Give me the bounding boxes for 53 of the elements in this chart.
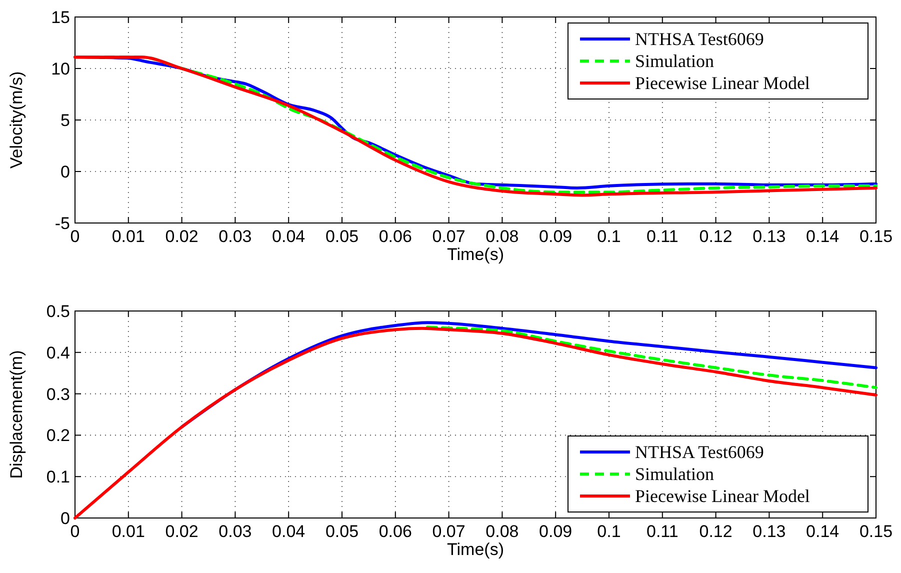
x-tick-label: 0.03 (218, 522, 252, 541)
x-tick-label: 0.08 (486, 227, 519, 246)
legend-label: Simulation (635, 51, 714, 71)
x-tick-label: 0.11 (646, 522, 678, 541)
x-tick-label: 0.08 (486, 522, 519, 541)
y-tick-label: 0.1 (46, 468, 70, 487)
y-tick-label: -5 (54, 214, 70, 233)
x-tick-label: 0.04 (272, 227, 306, 246)
x-tick-label: 0.12 (699, 522, 732, 541)
line-series (426, 326, 878, 390)
x-tick-label: 0.01 (112, 522, 145, 541)
x-tick-label: 0.04 (272, 522, 306, 541)
legend-label: Simulation (635, 464, 714, 484)
y-tick-label: 5 (60, 111, 70, 130)
legend-label: Piecewise Linear Model (635, 73, 810, 93)
x-tick-label: 0.02 (165, 522, 198, 541)
x-tick-label: 0.14 (806, 227, 840, 246)
y-axis-title: Velocity(m/s) (7, 71, 26, 169)
line-series (74, 326, 878, 520)
y-tick-label: 10 (51, 60, 70, 78)
y-tick-label: 0.4 (46, 343, 70, 362)
y-tick-label: 15 (51, 8, 70, 27)
y-tick-label: 0 (60, 162, 70, 182)
x-tick-label: 0.1 (597, 522, 621, 541)
x-tick-label: 0.11 (646, 227, 678, 246)
x-tick-label: 0.13 (752, 522, 786, 541)
x-tick-label: 0.09 (539, 227, 572, 246)
x-tick-label: 0.07 (432, 227, 466, 246)
x-tick-label: 0.03 (218, 227, 252, 246)
x-tick-label: 0.06 (378, 227, 412, 246)
x-tick-label: 0.1 (597, 227, 621, 246)
x-tick-label: 0.15 (859, 227, 893, 246)
x-tick-label: 0.13 (752, 227, 786, 246)
x-tick-label: 0.14 (806, 522, 840, 541)
x-tick-label: 0.05 (325, 227, 359, 246)
legend-label: NTHSA Test6069 (635, 29, 764, 49)
x-tick-label: 0.01 (112, 227, 145, 246)
y-tick-label: 0 (60, 509, 70, 528)
y-tick-label: 0.3 (46, 384, 70, 404)
x-tick-label: 0.12 (699, 227, 732, 246)
y-axis-title: Displacement(m) (7, 350, 26, 479)
x-tick-label: 0.02 (165, 227, 198, 246)
x-tick-label: 0.15 (859, 522, 893, 541)
x-axis-title: Time(s) (447, 245, 504, 264)
y-tick-label: 0.2 (46, 426, 70, 446)
y-tick-label: 0.5 (46, 302, 70, 321)
x-tick-label: 0.09 (539, 522, 572, 541)
x-tick-label: 0.06 (378, 522, 412, 541)
x-axis-title: Time(s) (447, 540, 504, 559)
x-tick-label: 0.05 (325, 522, 359, 541)
x-tick-label: 0.07 (432, 522, 466, 541)
legend-label: Piecewise Linear Model (635, 486, 810, 506)
legend-label: NTHSA Test6069 (635, 442, 764, 462)
